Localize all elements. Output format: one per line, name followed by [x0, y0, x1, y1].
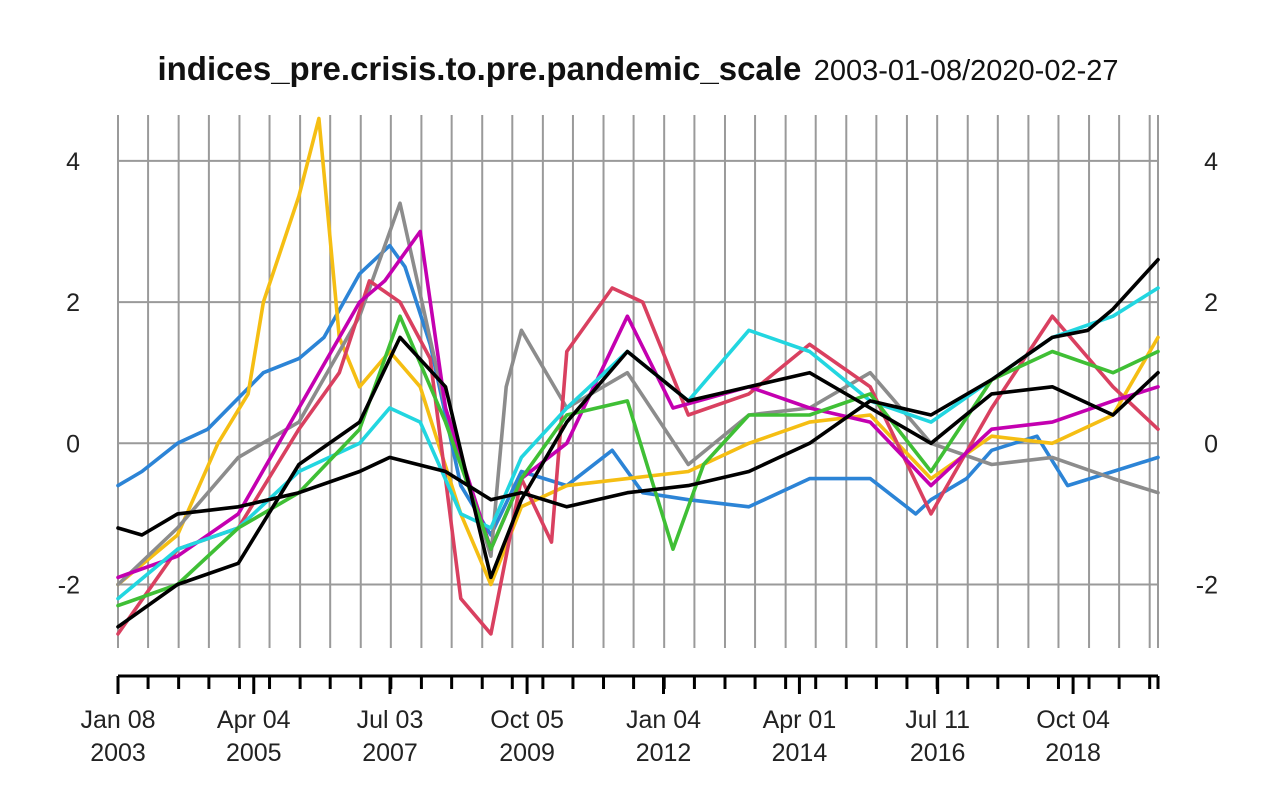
x-tick-label-date: Jul 11: [905, 706, 970, 734]
x-tick-label-year: 2016: [910, 739, 966, 767]
series-line: [116, 116, 1160, 587]
series-line: [116, 229, 1160, 580]
y-tick-label-right: 4: [1204, 148, 1218, 176]
y-tick-label-left: 0: [66, 430, 80, 458]
y-tick-label-right: 0: [1204, 430, 1218, 458]
x-tick-label-date: Jan 08: [80, 706, 155, 734]
x-tick-label-year: 2018: [1045, 739, 1101, 767]
y-tick-label-left: 4: [66, 148, 80, 176]
chart-title-main: indices_pre.crisis.to.pre.pandemic_scale: [157, 50, 801, 87]
x-tick-label-date: Apr 04: [217, 706, 291, 734]
x-tick-label-date: Jul 03: [357, 706, 424, 734]
x-tick-label-year: 2014: [772, 739, 828, 767]
x-tick-label-year: 2005: [226, 739, 282, 767]
x-axis: Jan 08 2003 Apr 04 2005 Jul 03 2007 Oct 05 2009…: [80, 674, 1160, 767]
x-tick-label-date: Oct 05: [490, 706, 564, 734]
x-tick-label-year: 2009: [499, 739, 555, 767]
x-tick-label-year: 2012: [636, 739, 692, 767]
plot-series: [116, 116, 1160, 636]
chart-title-date-range: 2003-01-08/2020-02-27: [814, 55, 1119, 87]
y-tick-label-right: 2: [1204, 289, 1218, 317]
y-tick-label-right: -2: [1196, 571, 1218, 599]
x-tick-label-year: 2003: [90, 739, 146, 767]
series-line: [116, 286, 1160, 601]
x-tick-label-date: Jan 04: [626, 706, 701, 734]
chart-title: indices_pre.crisis.to.pre.pandemic_scale…: [157, 50, 1118, 87]
y-axis-left: -2 0 2 4: [58, 148, 80, 600]
series-line: [116, 279, 1160, 636]
y-tick-label-left: -2: [58, 571, 80, 599]
y-axis-right: -2 0 2 4: [1196, 148, 1218, 600]
grid: [117, 115, 1159, 648]
x-tick-label-date: Apr 01: [763, 706, 837, 734]
x-tick-label-date: Oct 04: [1036, 706, 1110, 734]
series-line: [116, 335, 1160, 629]
series-line: [116, 257, 1160, 537]
y-tick-label-left: 2: [66, 289, 80, 317]
x-tick-label-year: 2007: [362, 739, 418, 767]
